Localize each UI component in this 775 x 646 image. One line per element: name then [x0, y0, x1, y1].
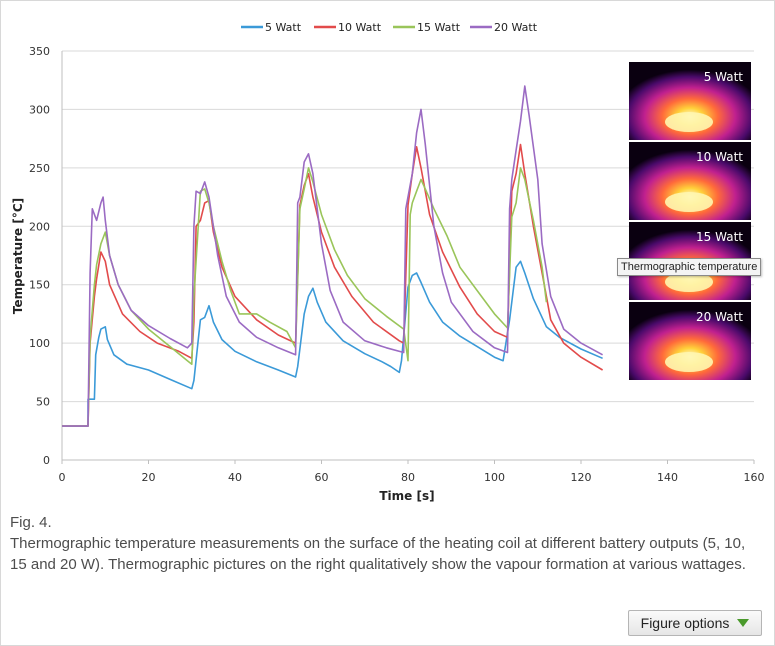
x-tick-label: 0	[59, 471, 66, 484]
y-tick-label: 350	[29, 45, 50, 58]
caption-text: Thermographic temperature measurements o…	[10, 535, 746, 573]
series-line	[62, 168, 546, 426]
x-tick-label: 140	[657, 471, 678, 484]
x-tick-label: 120	[571, 471, 592, 484]
x-tick-label: 40	[228, 471, 242, 484]
thermographic-label: 15 Watt	[696, 230, 743, 244]
x-tick-label: 160	[744, 471, 765, 484]
y-tick-label: 100	[29, 337, 50, 350]
legend-entry: 5 Watt	[265, 21, 302, 34]
hot-spot	[665, 112, 713, 132]
y-tick-label: 0	[43, 454, 50, 467]
thermographic-image: 10 Watt	[629, 142, 751, 220]
chevron-down-icon	[737, 619, 749, 627]
thermographic-label: 5 Watt	[704, 70, 744, 84]
legend-entry: 10 Watt	[338, 21, 382, 34]
x-axis-label: Time [s]	[379, 489, 434, 503]
x-tick-label: 80	[401, 471, 415, 484]
image-tooltip: Thermographic temperature	[617, 258, 761, 276]
thermographic-label: 20 Watt	[696, 310, 743, 324]
figure-caption: Fig. 4. Thermographic temperature measur…	[10, 512, 765, 575]
series-line	[62, 86, 603, 426]
x-tick-label: 100	[484, 471, 505, 484]
figure-options-button[interactable]: Figure options	[628, 610, 762, 636]
y-tick-label: 300	[29, 103, 50, 116]
y-tick-label: 200	[29, 220, 50, 233]
thermographic-image: 5 Watt	[629, 62, 751, 140]
figure-number: Fig. 4.	[10, 512, 765, 533]
figure-options-label: Figure options	[641, 615, 730, 631]
hot-spot	[665, 352, 713, 372]
hot-spot	[665, 192, 713, 212]
x-tick-label: 60	[315, 471, 329, 484]
legend-entry: 20 Watt	[494, 21, 538, 34]
thermographic-image: 20 Watt	[629, 302, 751, 380]
thermographic-label: 10 Watt	[696, 150, 743, 164]
y-tick-label: 50	[36, 396, 50, 409]
temperature-chart: 0 50 100 150 200 250 300 350 0 20 40 60 80 100 120 140 1…	[0, 0, 775, 506]
x-tick-label: 20	[142, 471, 156, 484]
y-axis-label: Temperature [°C]	[11, 198, 25, 314]
y-tick-label: 150	[29, 279, 50, 292]
series-line	[62, 145, 603, 427]
legend-entry: 15 Watt	[417, 21, 461, 34]
y-tick-label: 250	[29, 162, 50, 175]
